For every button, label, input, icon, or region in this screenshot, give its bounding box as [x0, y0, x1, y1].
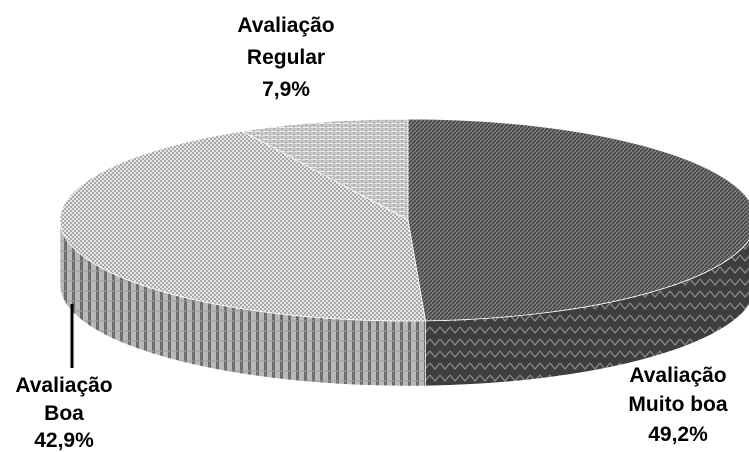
label-regular-pct: 7,9%: [262, 78, 310, 101]
label-muito-boa-line2: Muito boa: [628, 393, 727, 416]
label-muito-boa-line1: Avaliação: [629, 364, 726, 387]
slice-boa: [59, 130, 426, 322]
label-regular-line1: Avaliação: [237, 14, 334, 37]
label-boa-line1: Avaliação: [15, 374, 112, 397]
slice-regular: [241, 118, 409, 221]
label-boa-line2: Boa: [44, 402, 84, 425]
label-boa-pct: 42,9%: [34, 429, 94, 452]
label-regular-line2: Regular: [247, 46, 325, 69]
pie-tops: [59, 118, 749, 322]
label-muito-boa-pct: 49,2%: [648, 423, 708, 446]
slice-muito-boa: [407, 118, 749, 322]
